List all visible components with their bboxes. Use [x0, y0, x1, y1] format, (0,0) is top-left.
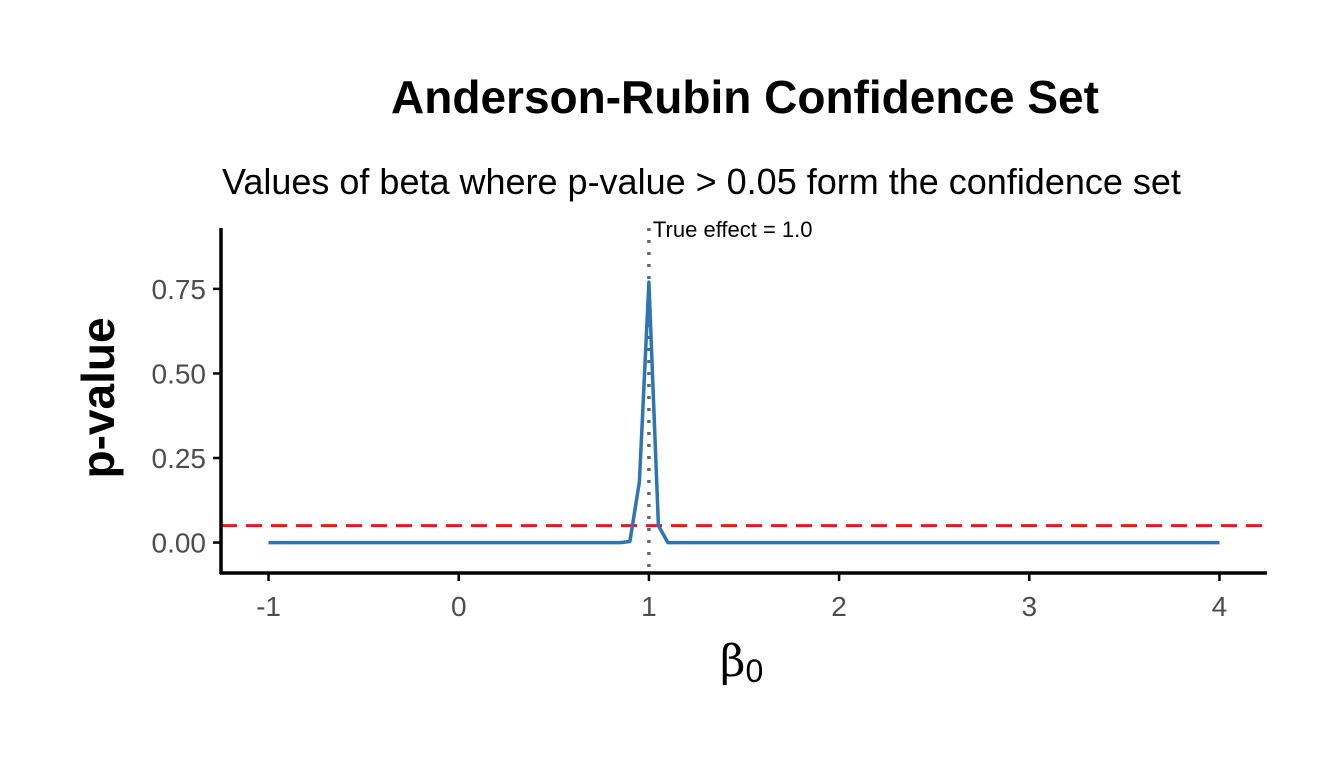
x-axis-label-subscript: 0	[745, 653, 763, 689]
x-axis-label: β0	[720, 636, 763, 689]
y-tick-label-3: 0.75	[152, 274, 207, 305]
plot-area: True effect = 1.0	[221, 217, 1267, 573]
y-tick-label-2: 0.50	[152, 358, 207, 389]
x-axis-ticks: -1 0 1 2 3 4	[256, 573, 1227, 622]
x-tick-label-5: 4	[1212, 591, 1228, 622]
x-tick-label-0: -1	[256, 591, 281, 622]
y-axis-label: p-value	[72, 317, 124, 478]
x-axis-label-symbol: β	[720, 636, 745, 687]
x-tick-label-1: 0	[451, 591, 467, 622]
annotation-0: True effect = 1.0	[653, 217, 813, 242]
chart-subtitle: Values of beta where p-value > 0.05 form…	[222, 161, 1181, 202]
y-tick-label-1: 0.25	[152, 443, 207, 474]
series-line-0	[268, 280, 1220, 545]
y-tick-label-0: 0.00	[152, 528, 207, 559]
x-tick-label-4: 3	[1021, 591, 1037, 622]
chart-title: Anderson-Rubin Confidence Set	[391, 71, 1099, 123]
y-axis-ticks: 0.00 0.25 0.50 0.75	[152, 274, 221, 559]
x-tick-label-3: 2	[831, 591, 847, 622]
x-tick-label-2: 1	[641, 591, 657, 622]
